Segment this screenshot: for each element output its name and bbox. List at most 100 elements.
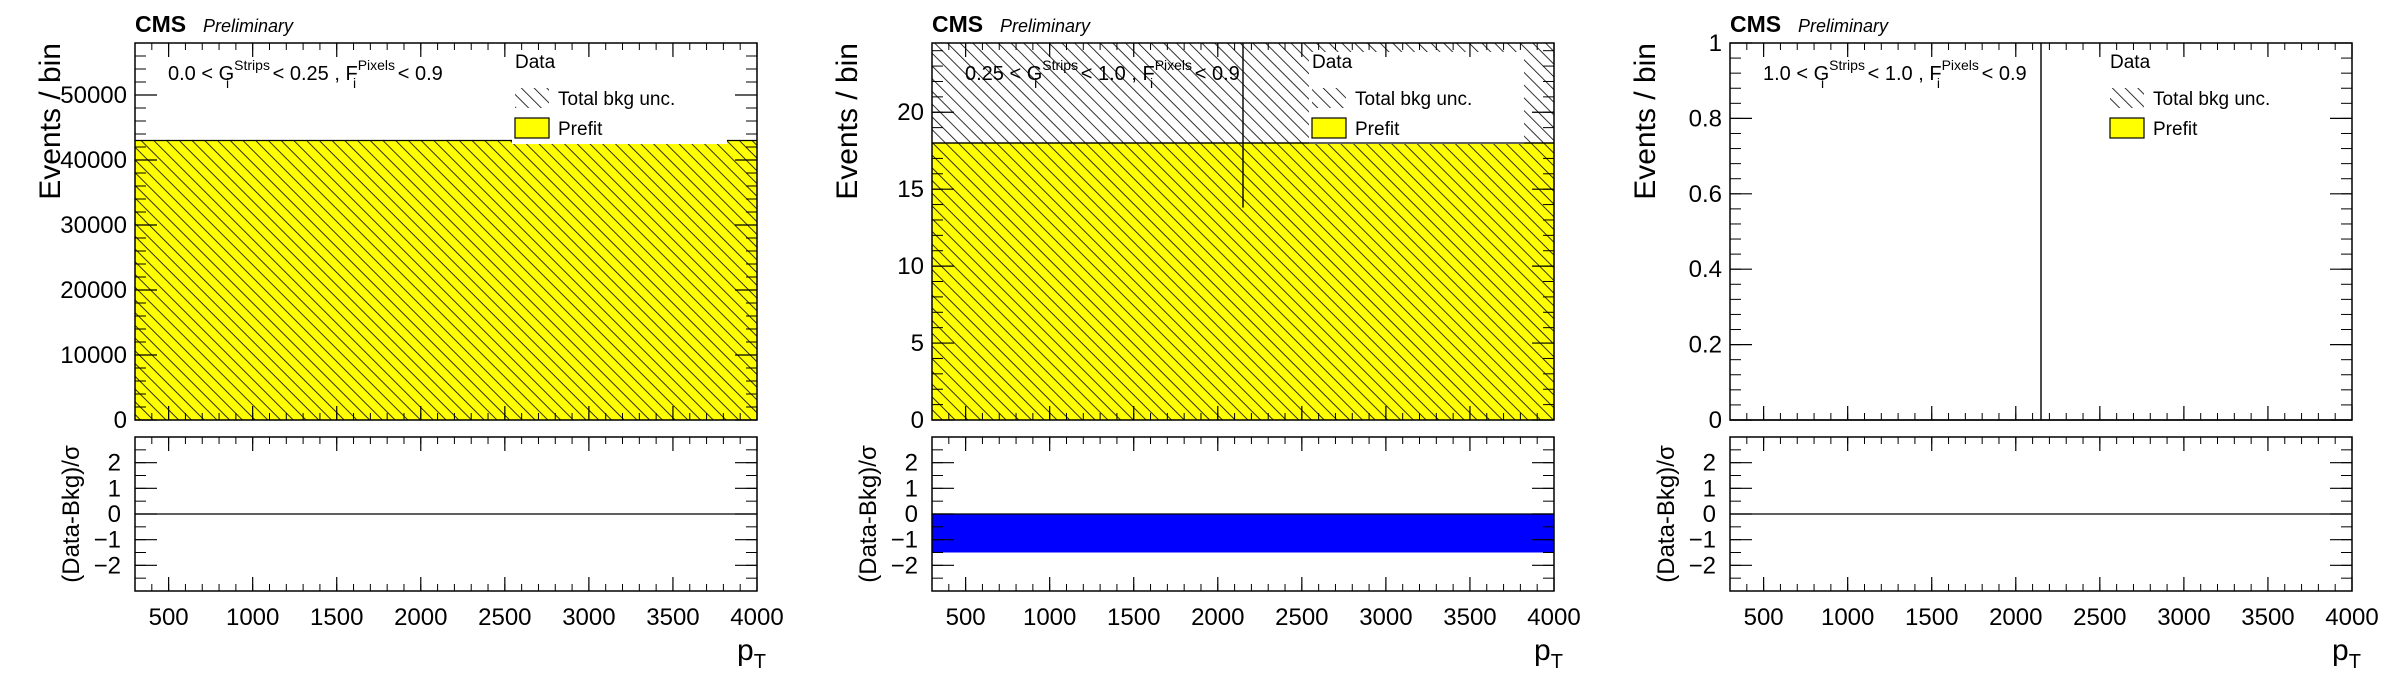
- region-label-g-sub: i: [1821, 75, 1824, 91]
- top-plot-frame: [1729, 42, 2353, 421]
- y-tick-label: 15: [897, 176, 924, 203]
- x-tick-label: 500: [149, 604, 189, 631]
- x-tick-label: 4000: [730, 604, 783, 631]
- x-axis-title-sub: T: [2349, 651, 2361, 672]
- legend-prefit-swatch: [2109, 117, 2145, 139]
- ratio-bar: [932, 514, 1554, 553]
- y-tick-label: 0.8: [1689, 105, 1722, 132]
- x-axis-title: pT: [737, 634, 766, 672]
- region-label-f-sup: Pixels: [1942, 57, 1979, 73]
- legend-prefit-label: Prefit: [558, 119, 603, 140]
- x-tick-label: 2500: [478, 604, 531, 631]
- y-axis-title: Events / bin: [1629, 43, 1662, 200]
- y-tick-label: 0.6: [1689, 181, 1722, 208]
- cms-label: CMS: [932, 11, 983, 37]
- region-label-pre: 0.0 < G: [168, 63, 234, 85]
- legend-data-label: Data: [515, 52, 556, 73]
- x-tick-label: 3000: [2157, 604, 2210, 631]
- x-axis-title-sub: T: [754, 651, 766, 672]
- legend-prefit-label: Prefit: [2153, 119, 2198, 140]
- x-axis-title: pT: [2332, 634, 2361, 672]
- ratio-y-tick-label: 1: [1703, 475, 1716, 502]
- region-label-f-sub: i: [1937, 75, 1940, 91]
- x-tick-label: 2000: [1191, 604, 1244, 631]
- region-label-post: < 0.9: [392, 63, 443, 85]
- y-axis-title: Events / bin: [831, 43, 864, 200]
- x-tick-label: 1000: [1821, 604, 1874, 631]
- region-label-f-sup: Pixels: [1155, 57, 1192, 73]
- region-label-g-sup: Strips: [1829, 57, 1865, 73]
- ratio-y-axis-title: (Data-Bkg)/σ: [58, 445, 85, 583]
- region-label-mid: < 0.25 , F: [267, 63, 358, 85]
- x-axis-title: pT: [1534, 634, 1563, 672]
- y-tick-label: 20000: [60, 277, 127, 304]
- x-tick-label: 1000: [1023, 604, 1076, 631]
- region-label-pre: 0.25 < G: [965, 63, 1042, 85]
- legend-prefit-label: Prefit: [1355, 119, 1400, 140]
- region-label-f-sup: Pixels: [358, 57, 395, 73]
- ratio-y-tick-label: 1: [905, 475, 918, 502]
- y-axis-title: Events / bin: [34, 43, 67, 200]
- ratio-y-tick-label: 0: [1703, 501, 1716, 528]
- legend-unc-label: Total bkg unc.: [1355, 89, 1472, 110]
- x-tick-label: 1500: [1905, 604, 1958, 631]
- ratio-y-tick-label: 2: [905, 450, 918, 477]
- x-tick-label: 3000: [1359, 604, 1412, 631]
- region-label-g-sup: Strips: [1042, 57, 1078, 73]
- legend-data-label: Data: [2110, 52, 2151, 73]
- cms-label: CMS: [135, 11, 186, 37]
- ratio-y-tick-label: −2: [1689, 552, 1716, 579]
- x-tick-label: 1000: [226, 604, 279, 631]
- top-plot-frame: [134, 42, 758, 421]
- preliminary-label: Preliminary: [1798, 16, 1889, 36]
- legend-prefit-swatch: [514, 117, 550, 139]
- x-tick-label: 1500: [310, 604, 363, 631]
- region-label-mid: < 1.0 , F: [1862, 63, 1941, 85]
- ratio-y-tick-label: −2: [94, 552, 121, 579]
- y-tick-label: 0: [1709, 407, 1722, 434]
- legend-unc-swatch: [1312, 88, 1346, 108]
- y-tick-label: 20: [897, 99, 924, 126]
- x-axis-title-base: p: [2332, 634, 2349, 667]
- x-tick-label: 1500: [1107, 604, 1160, 631]
- cms-label: CMS: [1730, 11, 1781, 37]
- legend-unc-label: Total bkg unc.: [558, 89, 675, 110]
- region-label-g-sub: i: [226, 75, 229, 91]
- y-tick-label: 5: [911, 330, 924, 357]
- x-tick-label: 500: [1744, 604, 1784, 631]
- region-label-post: < 0.9: [1976, 63, 2027, 85]
- legend-data-label: Data: [1312, 52, 1353, 73]
- y-tick-label: 10000: [60, 342, 127, 369]
- ratio-y-tick-label: 0: [905, 501, 918, 528]
- region-label-g-sub: i: [1034, 75, 1037, 91]
- x-axis-title-sub: T: [1551, 651, 1563, 672]
- region-label: 1.0 < GStrips i < 1.0 , FPixels i < 0.9: [1763, 57, 2027, 91]
- top-plot-frame: [931, 42, 1555, 421]
- y-tick-label: 0: [114, 407, 127, 434]
- region-label-g-sup: Strips: [234, 57, 270, 73]
- ratio-y-tick-label: 2: [1703, 450, 1716, 477]
- x-tick-label: 500: [946, 604, 986, 631]
- x-tick-label: 3000: [562, 604, 615, 631]
- x-tick-label: 4000: [1527, 604, 1580, 631]
- y-tick-label: 10: [897, 253, 924, 280]
- x-tick-label: 3500: [646, 604, 699, 631]
- ratio-y-tick-label: 0: [108, 501, 121, 528]
- preliminary-label: Preliminary: [203, 16, 294, 36]
- bkg-unc-band: [135, 140, 757, 420]
- y-tick-label: 1: [1709, 30, 1722, 57]
- ratio-y-axis-title: (Data-Bkg)/σ: [1653, 445, 1680, 583]
- region-label-pre: 1.0 < G: [1763, 63, 1829, 85]
- region-label-post: < 0.9: [1189, 63, 1240, 85]
- region-label-f-sub: i: [353, 75, 356, 91]
- x-tick-label: 2500: [2073, 604, 2126, 631]
- legend-unc-swatch: [2110, 88, 2144, 108]
- x-tick-label: 2500: [1275, 604, 1328, 631]
- region-label-f-sub: i: [1150, 75, 1153, 91]
- ratio-y-tick-label: −1: [1689, 527, 1716, 554]
- x-axis-title-base: p: [1534, 634, 1551, 667]
